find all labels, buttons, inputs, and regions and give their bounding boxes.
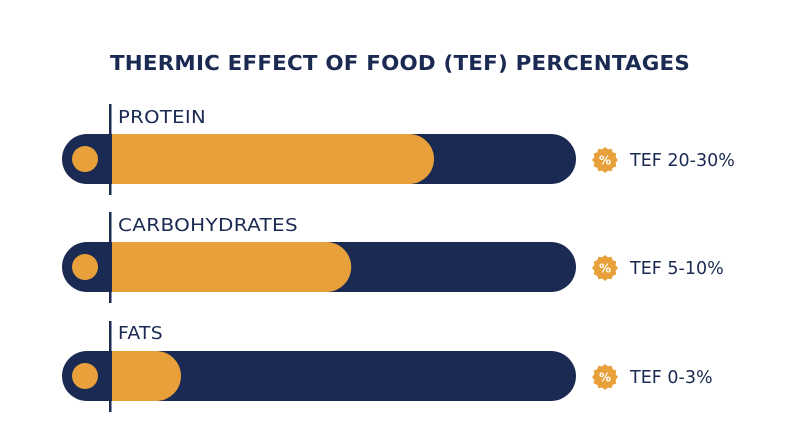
- axis-line: [109, 321, 112, 412]
- percent-badge-icon: [592, 255, 618, 281]
- value-label: TEF 5-10%: [629, 259, 724, 279]
- bar-knob: [72, 254, 98, 280]
- axis-line: [109, 212, 112, 303]
- bar-fill: [112, 242, 352, 292]
- bar-fill-edge: [112, 242, 137, 292]
- value-label: TEF 20-30%: [629, 151, 735, 171]
- bar-knob: [72, 146, 98, 172]
- percent-badge-icon: [592, 364, 618, 390]
- bar-fill: [112, 134, 434, 184]
- category-label: FATS: [118, 323, 163, 344]
- percent-badge-symbol: %: [599, 262, 611, 276]
- percent-badge-symbol: %: [599, 371, 611, 385]
- bar-fill-edge: [112, 351, 137, 401]
- percent-badge-icon: [592, 147, 618, 173]
- chart-title: THERMIC EFFECT OF FOOD (TEF) PERCENTAGES: [110, 51, 690, 75]
- category-label: PROTEIN: [118, 107, 206, 128]
- bar-fill-edge: [112, 134, 137, 184]
- axis-line: [109, 104, 112, 195]
- category-label: CARBOHYDRATES: [118, 215, 298, 236]
- bar-knob: [72, 363, 98, 389]
- percent-badge-symbol: %: [599, 154, 611, 168]
- value-label: TEF 0-3%: [629, 368, 713, 388]
- chart-rows: PROTEIN% TEF 20-30% CARBOHYDRATES% TEF 5-10…: [62, 104, 735, 412]
- bar-track: [62, 351, 576, 401]
